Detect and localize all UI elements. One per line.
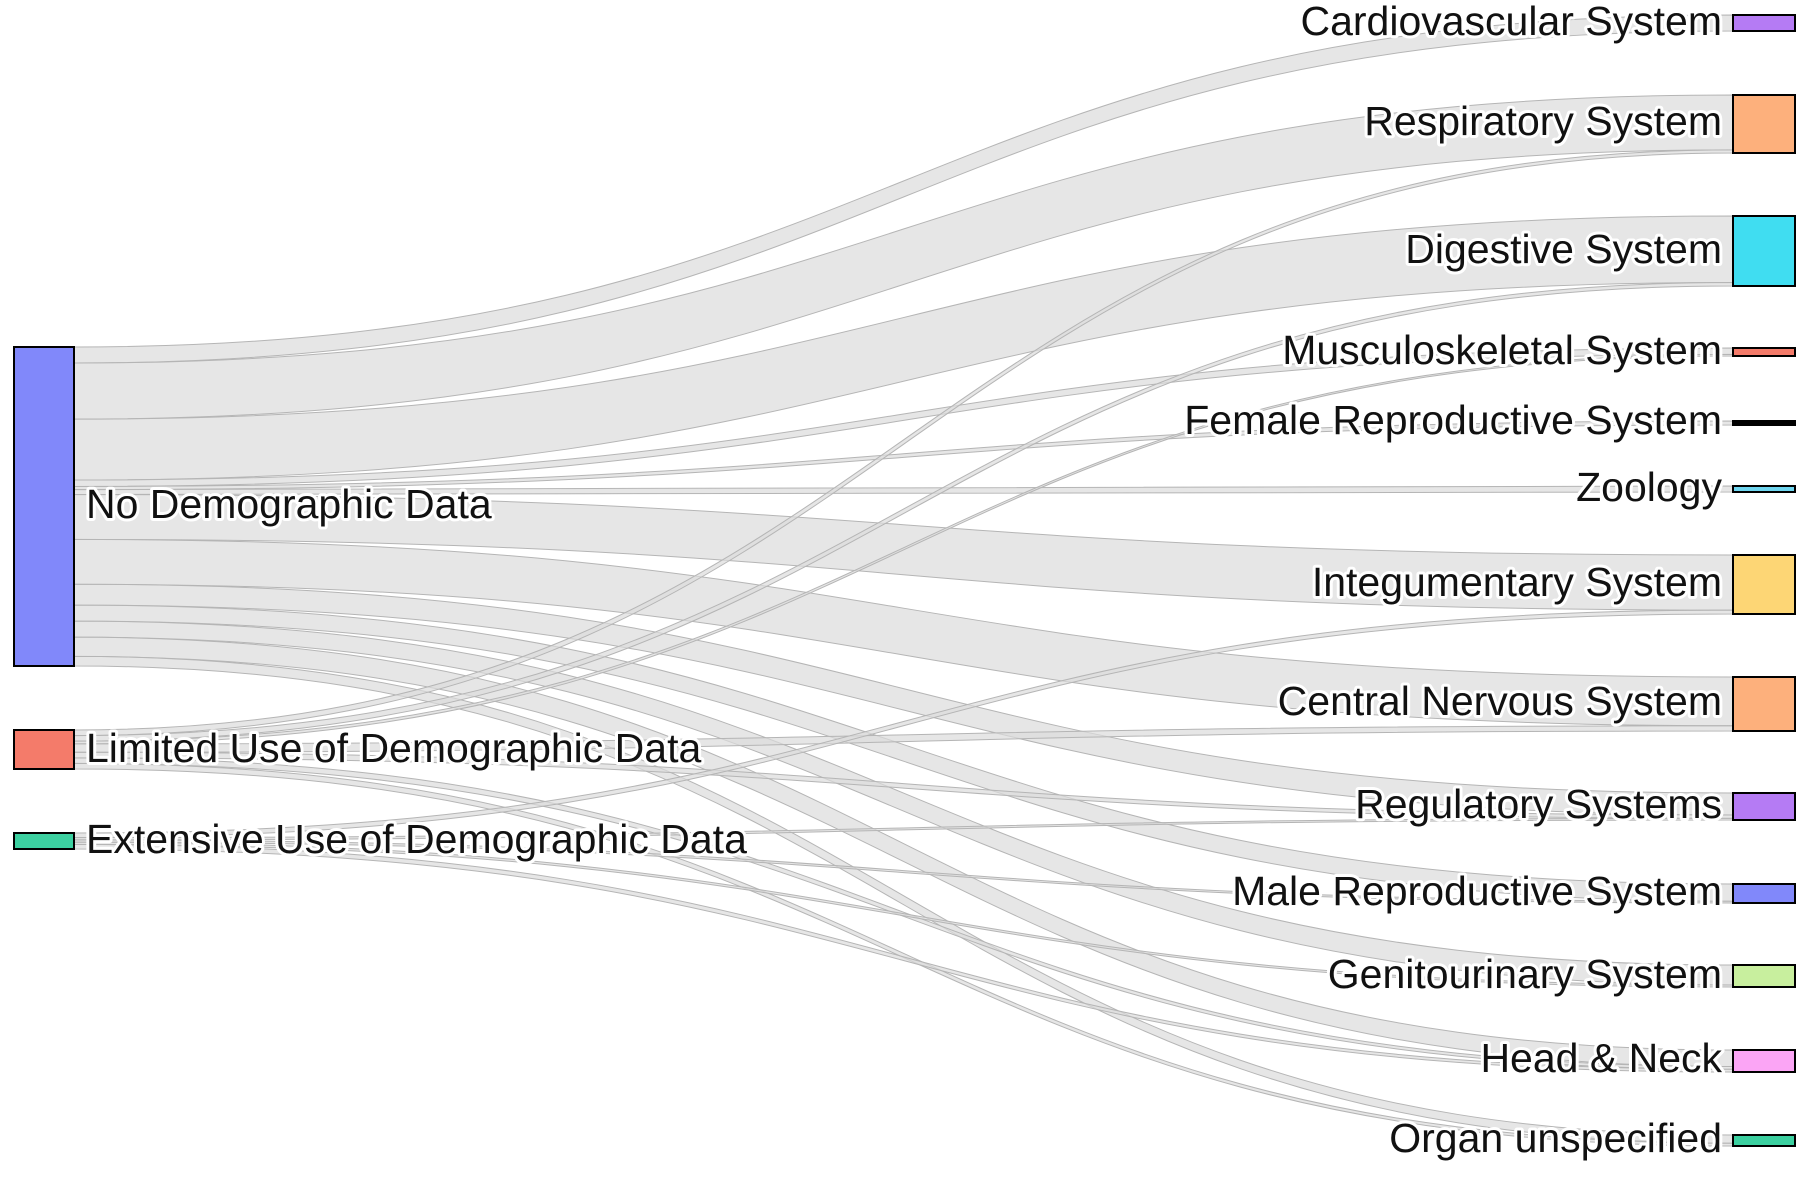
node-label-nodemo: No Demographic Data — [86, 481, 492, 527]
node-label-digest: Digestive System — [1405, 226, 1722, 272]
node-extensive — [13, 832, 75, 850]
nodes-layer — [13, 14, 1796, 1147]
node-limited — [13, 729, 75, 770]
node-nodemo — [13, 346, 75, 667]
node-zoology — [1732, 485, 1796, 493]
node-label-organ: Organ unspecified — [1389, 1115, 1722, 1161]
link-nodemo-cardio — [73, 14, 1734, 364]
node-label-musculo: Musculoskeletal System — [1282, 327, 1722, 373]
node-label-regul: Regulatory Systems — [1355, 781, 1722, 827]
node-genito — [1732, 964, 1796, 988]
node-label-limited: Limited Use of Demographic Data — [86, 725, 701, 771]
node-label-male: Male Reproductive System — [1232, 868, 1722, 914]
node-label-genito: Genitourinary System — [1328, 951, 1722, 997]
node-resp — [1732, 94, 1796, 154]
node-label-integ: Integumentary System — [1312, 559, 1722, 605]
node-digest — [1732, 215, 1796, 287]
node-label-female: Female Reproductive System — [1184, 397, 1722, 443]
node-label-resp: Respiratory System — [1364, 98, 1722, 144]
node-label-cardio: Cardiovascular System — [1300, 0, 1722, 44]
node-label-cns: Central Nervous System — [1278, 678, 1722, 724]
node-female — [1732, 420, 1796, 426]
node-musculo — [1732, 347, 1796, 357]
node-label-zoology: Zoology — [1576, 464, 1722, 510]
node-male — [1732, 883, 1796, 904]
node-headneck — [1732, 1049, 1796, 1073]
node-cardio — [1732, 14, 1796, 32]
node-label-extensive: Extensive Use of Demographic Data — [86, 816, 747, 862]
node-organ — [1732, 1134, 1796, 1147]
node-label-headneck: Head & Neck — [1480, 1035, 1722, 1081]
node-integ — [1732, 554, 1796, 615]
node-cns — [1732, 676, 1796, 732]
labels-layer: No Demographic Data Limited Use of Demogr… — [83, 0, 1725, 1164]
node-regul — [1732, 792, 1796, 821]
